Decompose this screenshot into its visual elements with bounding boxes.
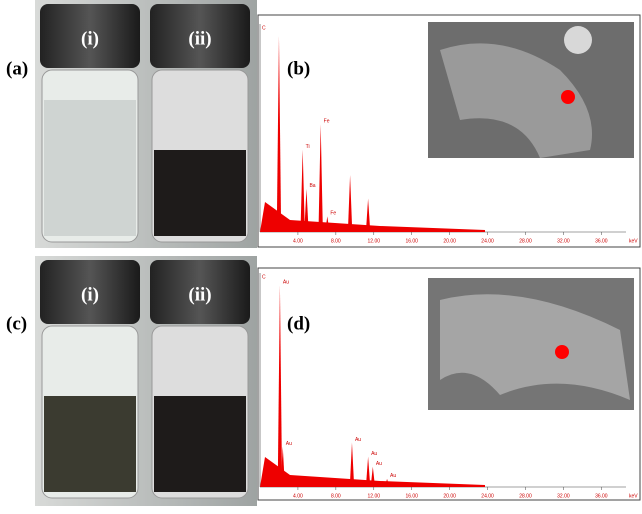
panel-label: (b)	[287, 58, 310, 79]
x-tick-label: 16.00	[405, 493, 418, 499]
x-tick-label: 36.00	[595, 493, 608, 499]
x-tick-label: 24.00	[481, 493, 494, 499]
x-tick-label: 8.00	[331, 493, 341, 499]
background-noise	[260, 457, 485, 487]
peak	[349, 442, 355, 487]
peak	[347, 175, 353, 232]
peak	[280, 446, 285, 487]
peak-label: Ba	[309, 183, 315, 189]
vial-liquid	[154, 150, 246, 236]
peak-label: Au	[355, 437, 361, 443]
peak	[300, 149, 305, 232]
vial-label: (i)	[81, 284, 99, 305]
peak-label: Au	[371, 451, 377, 457]
peak-label: Ti	[306, 144, 310, 150]
peak-label: Fe	[330, 211, 336, 217]
peak-label: Fe	[324, 119, 330, 125]
vial-liquid	[44, 100, 136, 236]
vial-label: (ii)	[188, 28, 211, 49]
vial-cap	[150, 260, 250, 324]
x-tick-label: 16.00	[405, 238, 418, 244]
panel-label: (c)	[6, 313, 27, 334]
x-tick-label: 28.00	[519, 493, 532, 499]
x-tick-label: 4.00	[293, 238, 303, 244]
sem-image	[428, 22, 634, 410]
peak-label: Au	[283, 279, 289, 285]
x-tick-label: 12.00	[368, 238, 381, 244]
x-tick-label: 32.00	[557, 238, 570, 244]
x-tick-label: 12.00	[368, 493, 381, 499]
x-tick-label: 8.00	[331, 238, 341, 244]
x-unit: keV	[629, 493, 638, 499]
peak-label: Au	[376, 461, 382, 467]
x-unit: keV	[629, 238, 638, 244]
peak-label: Au	[286, 441, 292, 447]
vial-liquid	[44, 396, 136, 492]
peak	[277, 285, 283, 487]
x-tick-label: 20.00	[443, 493, 456, 499]
vial-cap	[40, 260, 140, 324]
panel-label: (d)	[287, 313, 310, 334]
peak	[370, 466, 376, 487]
vial-label: (i)	[81, 28, 99, 49]
peak	[384, 478, 390, 487]
peak	[304, 188, 309, 232]
peak-label: Au	[390, 473, 396, 479]
vial-cap	[40, 4, 140, 68]
peak	[318, 124, 323, 232]
vial-label: (ii)	[188, 284, 211, 305]
vial-cap	[150, 4, 250, 68]
y-label: C	[262, 25, 266, 31]
peak	[365, 456, 371, 487]
peak	[365, 198, 371, 232]
y-label: C	[262, 274, 266, 280]
x-tick-label: 20.00	[443, 238, 456, 244]
x-tick-label: 24.00	[481, 238, 494, 244]
vial-liquid	[154, 396, 246, 492]
panel-label: (a)	[6, 58, 28, 79]
peak	[276, 36, 282, 232]
x-tick-label: 4.00	[293, 493, 303, 499]
x-tick-label: 28.00	[519, 238, 532, 244]
peak	[325, 216, 330, 232]
background-noise	[260, 202, 485, 232]
x-tick-label: 32.00	[557, 493, 570, 499]
x-tick-label: 36.00	[595, 238, 608, 244]
